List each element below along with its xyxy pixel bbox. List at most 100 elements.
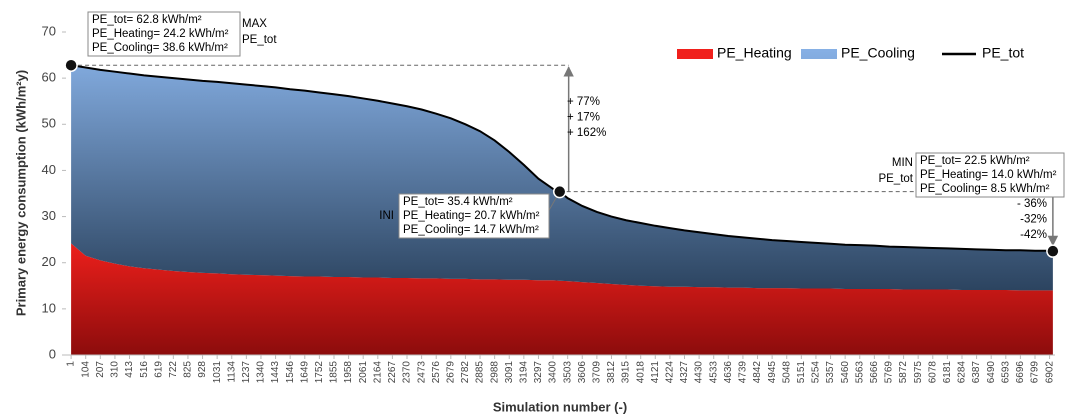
x-tick-label: 6490	[986, 361, 997, 384]
x-tick-label: 6387	[971, 361, 982, 384]
annotation-label: INI	[379, 210, 394, 222]
x-tick-label: 4636	[723, 361, 734, 384]
x-tick-label: 4327	[679, 361, 690, 384]
x-tick-label: 4945	[767, 361, 778, 384]
legend-swatch	[801, 49, 837, 59]
change-label: -42%	[1020, 229, 1047, 241]
x-tick-label: 5563	[854, 361, 865, 384]
y-tick-label: 10	[42, 300, 56, 315]
x-tick-label: 2782	[460, 361, 471, 384]
annotation-box	[87, 11, 241, 57]
legend-swatch	[677, 49, 713, 59]
annotation-label: PE_tot	[878, 173, 913, 185]
point-marker	[552, 184, 567, 199]
annotation-label: MIN	[892, 157, 913, 169]
change-label: + 77%	[567, 96, 600, 108]
x-tick-label: 1443	[270, 361, 281, 384]
x-tick-label: 3709	[592, 361, 603, 384]
annotation-line: PE_tot= 35.4 kWh/m²	[403, 196, 513, 208]
x-tick-label: 2370	[402, 361, 413, 384]
x-tick-label: 4224	[665, 361, 676, 384]
annotation-label: MAX	[242, 18, 267, 30]
x-tick-label: 2679	[445, 361, 456, 384]
annotation-line: PE_Heating= 24.2 kWh/m²	[92, 28, 229, 40]
legend-label: PE_Cooling	[841, 45, 915, 61]
x-tick-label: 1237	[241, 361, 252, 384]
x-tick-label: 5666	[869, 361, 880, 384]
y-tick-label: 20	[42, 254, 56, 269]
x-tick-label: 1134	[226, 361, 237, 383]
x-axis-title: Simulation number (-)	[493, 399, 627, 414]
y-tick-label: 30	[42, 208, 56, 223]
annotation-line: PE_Heating= 20.7 kWh/m²	[403, 210, 540, 222]
x-tick-label: 5048	[781, 361, 792, 384]
legend-label: PE_Heating	[717, 45, 792, 61]
x-tick-label: 1958	[343, 361, 354, 384]
annotation-label: PE_tot	[242, 34, 277, 46]
x-tick-label: 2576	[431, 361, 442, 384]
x-tick-label: 1649	[299, 361, 310, 384]
x-tick-label: 3297	[533, 361, 544, 384]
x-tick-label: 2988	[489, 361, 500, 384]
x-tick-label: 4842	[752, 361, 763, 384]
x-tick-label: 619	[153, 361, 164, 378]
x-tick-label: 2164	[372, 361, 383, 384]
x-tick-label: 5357	[825, 361, 836, 384]
annotation-line: PE_tot= 62.8 kWh/m²	[92, 14, 202, 26]
area-1	[71, 65, 1053, 291]
x-tick-label: 5254	[811, 361, 822, 384]
plot-area	[70, 64, 1054, 355]
point-marker	[1046, 244, 1060, 258]
x-tick-label: 1	[66, 361, 77, 367]
x-tick-label: 5872	[898, 361, 909, 384]
point-marker	[64, 58, 78, 72]
x-tick-label: 1031	[212, 361, 223, 384]
change-label: -32%	[1020, 214, 1047, 226]
x-tick-label: 6078	[927, 361, 938, 384]
x-tick-label: 4533	[708, 361, 719, 384]
y-tick-label: 40	[42, 162, 56, 177]
y-tick-label: 50	[42, 116, 56, 131]
x-tick-label: 1340	[256, 361, 267, 384]
x-tick-label: 2885	[475, 361, 486, 384]
x-tick-label: 4430	[694, 361, 705, 384]
x-tick-label: 207	[95, 361, 106, 378]
x-tick-label: 6799	[1030, 361, 1041, 384]
x-tick-label: 3606	[577, 361, 588, 384]
x-tick-label: 722	[168, 361, 179, 378]
x-tick-label: 5769	[884, 361, 895, 384]
annotation-line: PE_tot= 22.5 kWh/m²	[920, 155, 1030, 167]
x-tick-label: 1752	[314, 361, 325, 384]
y-axis-title: Primary energy consumption (kWh/m²y)	[13, 70, 28, 316]
x-tick-label: 5460	[840, 361, 851, 384]
y-tick-label: 60	[42, 70, 56, 85]
annotation-line: PE_Cooling= 8.5 kWh/m²	[920, 183, 1050, 195]
x-tick-label: 3091	[504, 361, 515, 384]
x-tick-label: 104	[80, 361, 91, 378]
x-tick-label: 516	[139, 361, 150, 378]
x-tick-label: 310	[110, 361, 121, 378]
x-tick-label: 6593	[1000, 361, 1011, 384]
x-tick-label: 1546	[285, 361, 296, 384]
x-tick-label: 825	[183, 361, 194, 378]
annotation-line: PE_Cooling= 14.7 kWh/m²	[403, 224, 539, 236]
annotation-line: PE_Cooling= 38.6 kWh/m²	[92, 42, 228, 54]
x-tick-label: 3503	[562, 361, 573, 384]
x-tick-label: 2061	[358, 361, 369, 384]
x-tick-label: 928	[197, 361, 208, 378]
annotation-line: PE_Heating= 14.0 kWh/m²	[920, 169, 1057, 181]
x-tick-label: 6181	[942, 361, 953, 384]
x-tick-label: 6902	[1044, 361, 1055, 384]
x-tick-label: 4121	[650, 361, 661, 384]
area-0	[71, 243, 1053, 355]
x-tick-label: 5975	[913, 361, 924, 384]
y-tick-label: 70	[42, 23, 56, 38]
x-tick-label: 5151	[796, 361, 807, 384]
x-tick-label: 3400	[548, 361, 559, 384]
x-tick-label: 6284	[957, 361, 968, 384]
x-tick-label: 413	[124, 361, 135, 378]
x-tick-label: 3915	[621, 361, 632, 384]
legend-label: PE_tot	[982, 45, 1024, 61]
change-label: + 17%	[567, 112, 600, 124]
